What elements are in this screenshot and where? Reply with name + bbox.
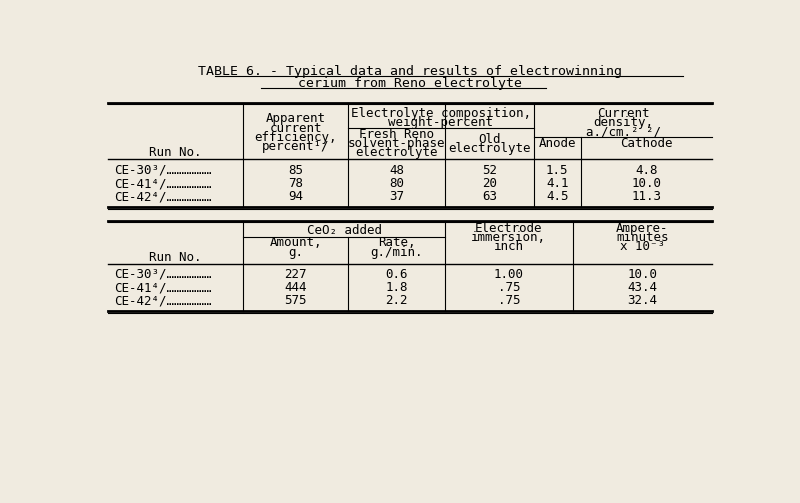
Text: 20: 20 xyxy=(482,177,497,190)
Text: 4.8: 4.8 xyxy=(635,164,658,177)
Text: 94: 94 xyxy=(288,190,303,203)
Text: CeO₂ added: CeO₂ added xyxy=(306,224,382,237)
Text: inch: inch xyxy=(494,240,524,253)
Text: immersion,: immersion, xyxy=(471,231,546,244)
Text: CE-41⁴/………………: CE-41⁴/……………… xyxy=(114,281,211,294)
Text: 575: 575 xyxy=(285,294,307,307)
Text: 63: 63 xyxy=(482,190,497,203)
Text: 444: 444 xyxy=(285,281,307,294)
Text: CE-30³/………………: CE-30³/……………… xyxy=(114,164,211,177)
Text: Rate,: Rate, xyxy=(378,236,415,249)
Text: .75: .75 xyxy=(498,294,520,307)
Text: 2.2: 2.2 xyxy=(385,294,408,307)
Text: Run No.: Run No. xyxy=(150,251,202,264)
Text: percent¹/: percent¹/ xyxy=(262,140,330,153)
Text: Run No.: Run No. xyxy=(150,146,202,159)
Text: 1.00: 1.00 xyxy=(494,268,524,281)
Text: x 10⁻³: x 10⁻³ xyxy=(620,240,665,253)
Text: density,: density, xyxy=(593,116,653,129)
Text: Amount,: Amount, xyxy=(270,236,322,249)
Text: 10.0: 10.0 xyxy=(627,268,658,281)
Text: 78: 78 xyxy=(288,177,303,190)
Text: Current: Current xyxy=(597,107,650,120)
Text: CE-30³/………………: CE-30³/……………… xyxy=(114,268,211,281)
Text: 10.0: 10.0 xyxy=(631,177,662,190)
Text: .75: .75 xyxy=(498,281,520,294)
Text: Old: Old xyxy=(478,133,501,146)
Text: CE-42⁴/………………: CE-42⁴/……………… xyxy=(114,294,211,307)
Text: Ampere-: Ampere- xyxy=(616,222,669,235)
Text: electrolyte: electrolyte xyxy=(448,142,530,155)
Text: g./min.: g./min. xyxy=(370,245,422,259)
Text: 48: 48 xyxy=(389,164,404,177)
Text: g.: g. xyxy=(288,245,303,259)
Text: 4.1: 4.1 xyxy=(546,177,569,190)
Text: weight-percent: weight-percent xyxy=(389,116,494,129)
Text: 37: 37 xyxy=(389,190,404,203)
Text: Fresh Reno: Fresh Reno xyxy=(359,128,434,141)
Text: CE-42⁴/………………: CE-42⁴/……………… xyxy=(114,190,211,203)
Text: 11.3: 11.3 xyxy=(631,190,662,203)
Text: 1.5: 1.5 xyxy=(546,164,569,177)
Text: Cathode: Cathode xyxy=(620,137,673,150)
Text: Electrode: Electrode xyxy=(475,222,542,235)
Text: 43.4: 43.4 xyxy=(627,281,658,294)
Text: 227: 227 xyxy=(285,268,307,281)
Text: 1.8: 1.8 xyxy=(385,281,408,294)
Text: 32.4: 32.4 xyxy=(627,294,658,307)
Text: Electrolyte composition,: Electrolyte composition, xyxy=(351,107,531,120)
Text: minutes: minutes xyxy=(616,231,669,244)
Text: a./cm.² ²/: a./cm.² ²/ xyxy=(586,125,661,138)
Text: Apparent: Apparent xyxy=(266,112,326,125)
Text: 52: 52 xyxy=(482,164,497,177)
Text: 0.6: 0.6 xyxy=(385,268,408,281)
Text: 4.5: 4.5 xyxy=(546,190,569,203)
Text: TABLE 6. - Typical data and results of electrowinning: TABLE 6. - Typical data and results of e… xyxy=(198,65,622,77)
Text: Anode: Anode xyxy=(538,137,576,150)
Text: 85: 85 xyxy=(288,164,303,177)
Text: 80: 80 xyxy=(389,177,404,190)
Text: electrolyte: electrolyte xyxy=(355,146,438,159)
Text: CE-41⁴/………………: CE-41⁴/……………… xyxy=(114,177,211,190)
Text: cerium from Reno electrolyte: cerium from Reno electrolyte xyxy=(298,77,522,90)
Text: solvent-phase: solvent-phase xyxy=(348,137,445,150)
Text: efficiency,: efficiency, xyxy=(254,131,337,144)
Text: current: current xyxy=(270,122,322,135)
